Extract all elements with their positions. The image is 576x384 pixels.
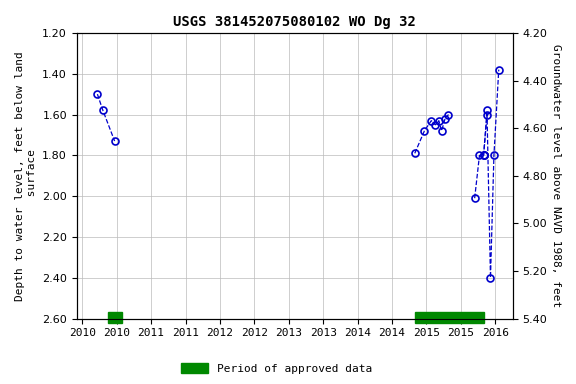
Bar — [108, 313, 122, 323]
Legend: Period of approved data: Period of approved data — [176, 359, 377, 379]
Y-axis label: Groundwater level above NAVD 1988, feet: Groundwater level above NAVD 1988, feet — [551, 44, 561, 307]
Y-axis label: Depth to water level, feet below land
 surface: Depth to water level, feet below land su… — [15, 51, 37, 301]
Bar — [415, 313, 484, 323]
Title: USGS 381452075080102 WO Dg 32: USGS 381452075080102 WO Dg 32 — [173, 15, 416, 29]
